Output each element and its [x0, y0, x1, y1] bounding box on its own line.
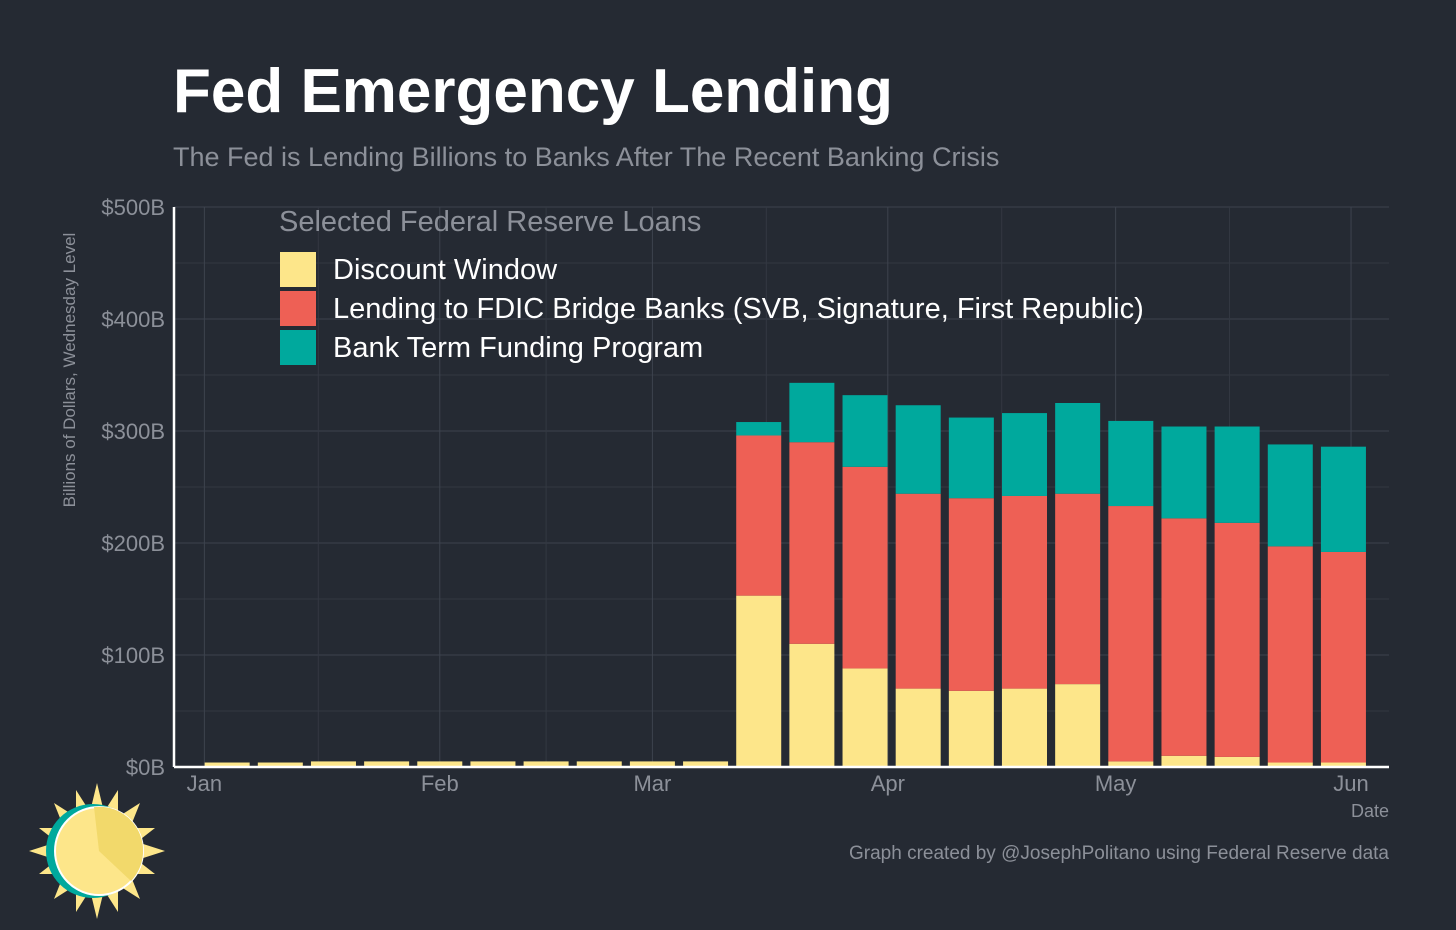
- bar-segment: [1002, 495, 1047, 689]
- bar-segment: [310, 761, 356, 767]
- x-tick-label: Feb: [421, 771, 459, 796]
- bar-segment: [1055, 684, 1101, 767]
- bars-layer: [204, 382, 1366, 767]
- y-tick-label: $500B: [101, 195, 165, 220]
- bar-segment: [948, 690, 994, 767]
- credit-text: Graph created by @JosephPolitano using F…: [849, 843, 1389, 864]
- x-tick-label: Jun: [1333, 771, 1368, 796]
- bar-segment: [1161, 755, 1207, 767]
- bar-segment: [1320, 762, 1366, 767]
- bar-segment: [895, 405, 941, 494]
- sun-logo: [29, 783, 165, 919]
- bar-segment: [1108, 420, 1154, 507]
- bar-segment: [1214, 522, 1260, 757]
- axes-layer: [172, 207, 1389, 769]
- bar-segment: [576, 761, 622, 767]
- y-tick-label: $100B: [101, 643, 165, 668]
- bar-segment: [736, 422, 782, 436]
- bar-segment: [523, 761, 569, 767]
- legend-title: Selected Federal Reserve Loans: [279, 206, 701, 238]
- bar-segment: [470, 761, 516, 767]
- bar-segment: [842, 395, 888, 467]
- bar-segment: [1108, 506, 1154, 762]
- bar-segment: [1267, 444, 1313, 547]
- bar-segment: [842, 668, 888, 767]
- bar-segment: [789, 442, 835, 644]
- chart-title: Fed Emergency Lending: [173, 57, 894, 126]
- bar-segment: [1267, 546, 1313, 763]
- legend-label: Lending to FDIC Bridge Banks (SVB, Signa…: [333, 293, 1144, 325]
- x-tick-label: May: [1095, 771, 1137, 796]
- bar-segment: [257, 762, 303, 767]
- x-tick-label: Jan: [187, 771, 222, 796]
- legend-label: Bank Term Funding Program: [333, 332, 703, 364]
- y-tick-label: $300B: [101, 419, 165, 444]
- bar-segment: [736, 595, 782, 767]
- bar-segment: [895, 493, 941, 689]
- bar-segment: [1002, 688, 1047, 767]
- x-tick-label: Apr: [871, 771, 905, 796]
- bar-segment: [948, 498, 994, 691]
- bar-segment: [204, 762, 250, 767]
- bar-segment: [1161, 518, 1207, 756]
- bar-segment: [1161, 426, 1207, 519]
- legend-items: Discount Window Lending to FDIC Bridge Ba…: [280, 252, 1144, 365]
- x-tick-labels: Jan Feb Mar Apr May Jun: [187, 771, 1369, 796]
- bar-segment: [1320, 551, 1366, 763]
- bar-segment: [1108, 761, 1154, 767]
- grid-layer: [174, 206, 1389, 768]
- bar-segment: [417, 761, 463, 767]
- x-tick-label: Mar: [633, 771, 671, 796]
- y-tick-label: $0B: [126, 755, 165, 780]
- y-tick-labels: $0B $100B $200B $300B $400B $500B: [101, 195, 165, 780]
- bar-segment: [1267, 762, 1313, 767]
- x-axis-label: Date: [1351, 801, 1389, 821]
- bar-segment: [1055, 403, 1101, 494]
- bar-segment: [789, 382, 835, 443]
- y-tick-label: $200B: [101, 531, 165, 556]
- y-tick-label: $400B: [101, 307, 165, 332]
- y-axis-label: Billions of Dollars, Wednesday Level: [60, 233, 79, 508]
- bar-segment: [1055, 493, 1101, 685]
- bar-segment: [1214, 426, 1260, 523]
- bar-segment: [895, 688, 941, 767]
- bar-segment: [1002, 413, 1047, 496]
- legend-swatch: [280, 252, 316, 287]
- bar-segment: [1320, 446, 1366, 552]
- legend-swatch: [280, 330, 316, 365]
- chart-subtitle: The Fed is Lending Billions to Banks Aft…: [173, 142, 1000, 172]
- bar-segment: [683, 761, 729, 767]
- legend-label: Discount Window: [333, 254, 558, 286]
- bar-segment: [1214, 756, 1260, 767]
- bar-segment: [842, 466, 888, 669]
- bar-segment: [948, 417, 994, 499]
- bar-segment: [789, 643, 835, 767]
- legend-swatch: [280, 291, 316, 326]
- bar-segment: [736, 435, 782, 596]
- bar-segment: [364, 761, 410, 767]
- legend: Selected Federal Reserve Loans Discount …: [279, 206, 1144, 365]
- bar-segment: [629, 761, 675, 767]
